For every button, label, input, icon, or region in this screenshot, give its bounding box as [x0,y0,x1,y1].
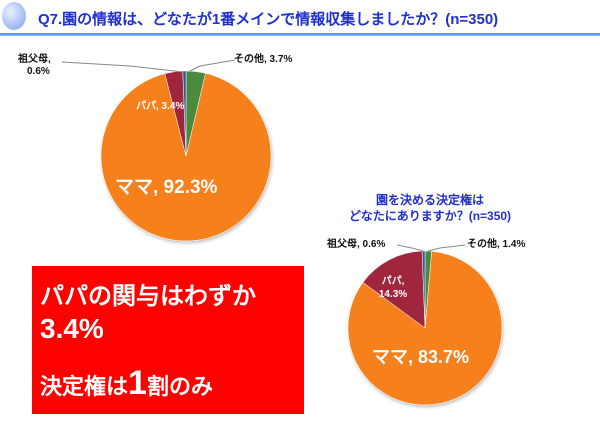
callout-line3-suffix: 割のみ [146,374,213,399]
callout-line3-big: 1 [128,364,147,402]
pie-chart-decision-maker [347,250,503,406]
callout-box: パパの関与はわずか 3.4% 決定権は1割のみ [32,266,304,414]
label-mama-1: ママ, 92.3% [115,177,218,198]
header: Q7.園の情報は、どなたが1番メインで情報収集しましたか？(n=350) [0,0,600,38]
label-papa-2: パパ, 14.3% [378,275,408,301]
chart2-title-line1: 園を決める決定権は [375,193,484,207]
label-papa-2-name: パパ, [381,276,405,287]
callout-line2: 3.4% [40,313,104,344]
header-divider [0,33,600,36]
header-bubble-icon [2,2,26,30]
leader-line-other-2 [427,244,466,252]
pie-slice-mama [100,72,272,242]
chart2-title: 園を決める決定権は どなたにありますか？(n=350) [330,192,530,224]
label-other-2: その他, 1.4% [467,239,526,250]
label-other-1: その他, 3.7% [234,54,293,65]
label-grandparents-1-name: 祖父母, [18,54,51,65]
leader-line-other-1 [189,59,236,72]
pie-slice-papa [362,250,426,329]
callout-line3: 決定権は1割のみ [40,364,213,403]
pie-chart-info-gatherer [100,70,272,242]
label-grandparents-1: 祖父母, 0.6% [18,54,51,78]
label-mama-2: ママ, 83.7% [372,347,470,367]
label-papa-1: パパ, 3.4% [136,101,185,112]
pie-slice-grandparents [182,70,187,157]
callout-line3-prefix: 決定権は [40,374,129,399]
leader-line-grandparents-1 [61,61,184,73]
chart2-title-line2: どなたにありますか？(n=350) [348,209,512,223]
label-papa-2-value: 14.3% [378,289,408,300]
label-grandparents-2: 祖父母, 0.6% [327,239,386,250]
page-title: Q7.園の情報は、どなたが1番メインで情報収集しましたか？(n=350) [38,11,499,28]
label-grandparents-1-value: 0.6% [26,66,50,77]
callout-line1: パパの関与はわずか [40,283,256,310]
leader-line-grandparents-2 [396,244,424,252]
